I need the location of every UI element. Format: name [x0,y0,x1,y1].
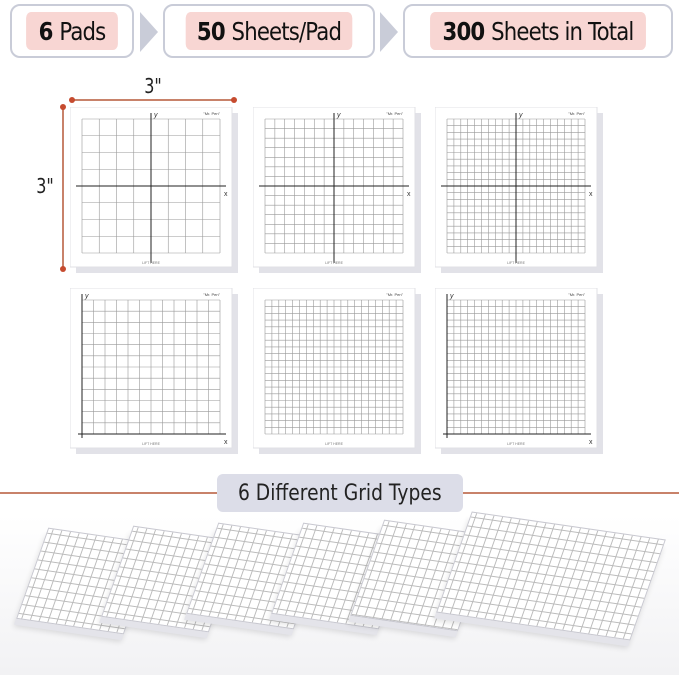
step-label: Sheets/Pad [231,16,342,46]
brand-logo: "Mr. Pen" [203,292,220,297]
brand-logo: "Mr. Pen" [386,292,403,297]
step-number: 300 [442,16,486,46]
grid-pad: x y "Mr. Pen" LIFT HERE [435,107,605,275]
step-number: 6 [38,16,54,46]
brand-logo: "Mr. Pen" [568,292,585,297]
step-total-sheets: 300 Sheets in Total [403,4,673,58]
brand-logo: "Mr. Pen" [203,111,220,116]
step-pads: 6 Pads [10,4,134,58]
dimension-dot [231,97,237,103]
lift-here-label: LIFT HERE [325,261,343,265]
y-axis-label: y [518,112,523,119]
grid-pad: x y "Mr. Pen" LIFT HERE [70,288,240,456]
y-axis-label: y [449,293,454,300]
banner-text: 6 Different Grid Types [238,480,442,506]
brand-logo: "Mr. Pen" [386,111,403,116]
grid-pad: x y "Mr. Pen" LIFT HERE [253,107,423,275]
grid-pad: x y "Mr. Pen" LIFT HERE [435,288,605,456]
arrow-icon [140,12,158,52]
x-axis-label: x [224,439,228,446]
x-axis-label: x [224,191,228,198]
lift-here-label: LIFT HERE [325,442,343,446]
stacked-pads-photo [0,511,679,675]
x-axis-label: x [589,439,593,446]
height-dimension-line [62,107,64,269]
x-axis-label: x [589,191,593,198]
lift-here-label: LIFT HERE [507,442,525,446]
dimension-dot [60,104,66,110]
grid-pad: x y "Mr. Pen" LIFT HERE [70,107,240,275]
lift-here-label: LIFT HERE [507,261,525,265]
step-label: Sheets in Total [491,16,634,46]
width-dimension: 3" [144,74,162,98]
x-axis-label: x [407,191,411,198]
arrow-icon [380,12,398,52]
lift-here-label: LIFT HERE [142,261,160,265]
dimension-dot [60,266,66,272]
grid-pad: "Mr. Pen" LIFT HERE [253,288,423,456]
divider-line [0,492,217,494]
step-sheets-per-pad: 50 Sheets/Pad [163,4,375,58]
height-dimension: 3" [36,174,54,198]
y-axis-label: y [336,112,341,119]
step-number: 50 [196,16,226,46]
grid-types-banner: 6 Different Grid Types [217,474,463,512]
brand-logo: "Mr. Pen" [568,111,585,116]
width-dimension-line [72,99,234,101]
y-axis-label: y [84,293,89,300]
pad-stack [436,511,666,641]
step-label: Pads [59,16,106,46]
y-axis-label: y [153,112,158,119]
dimension-dot [69,97,75,103]
divider-line [463,492,679,494]
lift-here-label: LIFT HERE [142,442,160,446]
